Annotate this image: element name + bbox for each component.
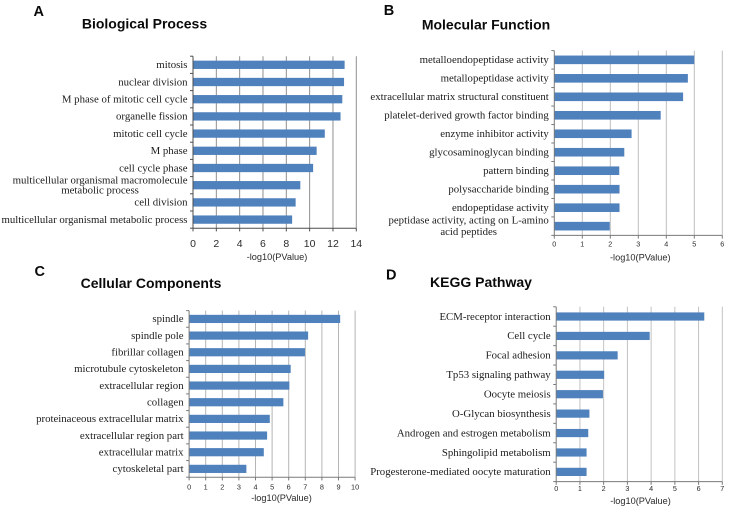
svg-text:-log10(PValue): -log10(PValue)	[610, 496, 671, 506]
svg-text:multicellular organismal macro: multicellular organismal macromolecule	[13, 174, 188, 186]
svg-text:6: 6	[260, 238, 266, 250]
svg-text:Sphingolipid metabolism: Sphingolipid metabolism	[442, 447, 551, 459]
svg-text:10: 10	[351, 483, 359, 492]
svg-text:-log10(PValue): -log10(PValue)	[610, 253, 671, 263]
svg-text:Biological Process: Biological Process	[82, 16, 207, 32]
svg-text:5: 5	[673, 484, 677, 493]
svg-text:ECM-receptor interaction: ECM-receptor interaction	[439, 311, 551, 323]
svg-text:cell cycle phase: cell cycle phase	[119, 162, 188, 174]
svg-text:extracellular region part: extracellular region part	[80, 430, 184, 442]
svg-text:8: 8	[283, 238, 289, 250]
svg-text:4: 4	[664, 240, 668, 249]
svg-text:12: 12	[327, 238, 339, 250]
svg-text:2: 2	[602, 484, 606, 493]
svg-text:platelet-derived growth factor: platelet-derived growth factor binding	[384, 110, 549, 122]
svg-text:multicellular organismal metab: multicellular organismal metabolic proce…	[2, 214, 188, 226]
svg-text:D: D	[386, 268, 396, 284]
svg-text:0: 0	[187, 483, 191, 492]
svg-text:proteinaceous extracellular ma: proteinaceous extracellular matrix	[36, 413, 184, 425]
svg-text:6: 6	[720, 240, 724, 249]
svg-text:1: 1	[580, 240, 584, 249]
svg-text:-log10(PValue): -log10(PValue)	[247, 252, 308, 262]
svg-text:9: 9	[336, 483, 340, 492]
svg-text:enzyme inhibitor activity: enzyme inhibitor activity	[440, 128, 549, 140]
svg-text:A: A	[34, 4, 45, 20]
svg-text:0: 0	[554, 484, 558, 493]
svg-text:5: 5	[692, 240, 696, 249]
svg-text:Androgen and estrogen metaboli: Androgen and estrogen metabolism	[397, 427, 551, 439]
svg-text:3: 3	[625, 484, 629, 493]
svg-text:Progesterone-mediated oocyte m: Progesterone-mediated oocyte maturation	[370, 466, 551, 478]
svg-text:nuclear division: nuclear division	[118, 76, 188, 88]
svg-text:3: 3	[237, 483, 241, 492]
svg-text:5: 5	[270, 483, 274, 492]
svg-text:B: B	[384, 3, 394, 19]
svg-text:Tp53 signaling pathway: Tp53 signaling pathway	[446, 369, 551, 381]
svg-text:extracellular matrix structura: extracellular matrix structural constitu…	[370, 91, 548, 103]
svg-text:mitotic cell cycle: mitotic cell cycle	[113, 128, 188, 140]
svg-text:extracellular matrix: extracellular matrix	[99, 447, 184, 459]
svg-text:0: 0	[552, 240, 556, 249]
svg-text:metallopeptidase activity: metallopeptidase activity	[441, 73, 550, 85]
svg-text:M phase: M phase	[151, 145, 188, 157]
svg-text:0: 0	[190, 238, 196, 250]
svg-text:metalloendopeptidase activity: metalloendopeptidase activity	[420, 54, 550, 66]
svg-text:7: 7	[720, 484, 724, 493]
svg-text:extracellular region: extracellular region	[99, 380, 184, 392]
svg-text:6: 6	[287, 483, 291, 492]
svg-text:14: 14	[350, 238, 362, 250]
svg-text:3: 3	[636, 240, 640, 249]
svg-text:spindle: spindle	[152, 313, 183, 325]
svg-text:4: 4	[237, 238, 243, 250]
svg-text:acid peptides: acid peptides	[440, 226, 497, 238]
svg-text:-log10(PValue): -log10(PValue)	[251, 493, 312, 503]
svg-text:peptidase activity, acting on: peptidase activity, acting on L-amino	[388, 215, 548, 227]
svg-text:1: 1	[578, 484, 582, 493]
svg-text:C: C	[35, 264, 46, 280]
svg-text:7: 7	[303, 483, 307, 492]
svg-text:cell division: cell division	[134, 197, 188, 209]
svg-text:fibrillar collagen: fibrillar collagen	[111, 347, 184, 359]
svg-text:8: 8	[320, 483, 324, 492]
svg-text:microtubule cytoskeleton: microtubule cytoskeleton	[74, 363, 184, 375]
svg-text:polysaccharide binding: polysaccharide binding	[448, 184, 549, 196]
svg-text:metabolic process: metabolic process	[61, 185, 139, 197]
svg-text:M phase of mitotic cell cycle: M phase of mitotic cell cycle	[62, 94, 188, 106]
svg-text:10: 10	[304, 238, 316, 250]
svg-text:organelle fission: organelle fission	[116, 111, 188, 123]
svg-text:O-Glycan biosynthesis: O-Glycan biosynthesis	[452, 408, 551, 420]
svg-text:Molecular Function: Molecular Function	[422, 17, 550, 33]
svg-text:6: 6	[697, 484, 701, 493]
svg-text:Oocyte meiosis: Oocyte meiosis	[484, 389, 551, 401]
svg-text:spindle pole: spindle pole	[131, 330, 184, 342]
svg-text:Cellular Components: Cellular Components	[81, 275, 222, 291]
svg-text:glycosaminoglycan binding: glycosaminoglycan binding	[429, 147, 549, 159]
svg-text:2: 2	[608, 240, 612, 249]
svg-text:4: 4	[253, 483, 257, 492]
svg-text:collagen: collagen	[147, 397, 184, 409]
svg-text:KEGG Pathway: KEGG Pathway	[430, 274, 532, 290]
svg-text:4: 4	[649, 484, 653, 493]
svg-text:pattern binding: pattern binding	[483, 165, 549, 177]
svg-text:cytoskeletal part: cytoskeletal part	[113, 463, 184, 475]
svg-text:2: 2	[213, 238, 219, 250]
svg-text:Focal adhesion: Focal adhesion	[486, 350, 552, 362]
svg-text:1: 1	[204, 483, 208, 492]
svg-text:2: 2	[220, 483, 224, 492]
svg-text:mitosis: mitosis	[156, 59, 187, 71]
svg-text:endopeptidase activity: endopeptidase activity	[452, 202, 549, 214]
svg-text:Cell cycle: Cell cycle	[507, 330, 551, 342]
